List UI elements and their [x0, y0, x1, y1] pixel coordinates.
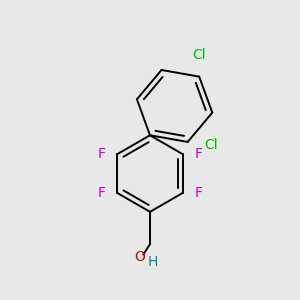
Text: F: F [194, 147, 202, 161]
Text: F: F [194, 186, 202, 200]
Text: O: O [134, 250, 145, 265]
Text: H: H [148, 255, 158, 269]
Text: F: F [98, 147, 106, 161]
Text: F: F [98, 186, 106, 200]
Text: Cl: Cl [192, 48, 206, 62]
Text: Cl: Cl [204, 138, 218, 152]
